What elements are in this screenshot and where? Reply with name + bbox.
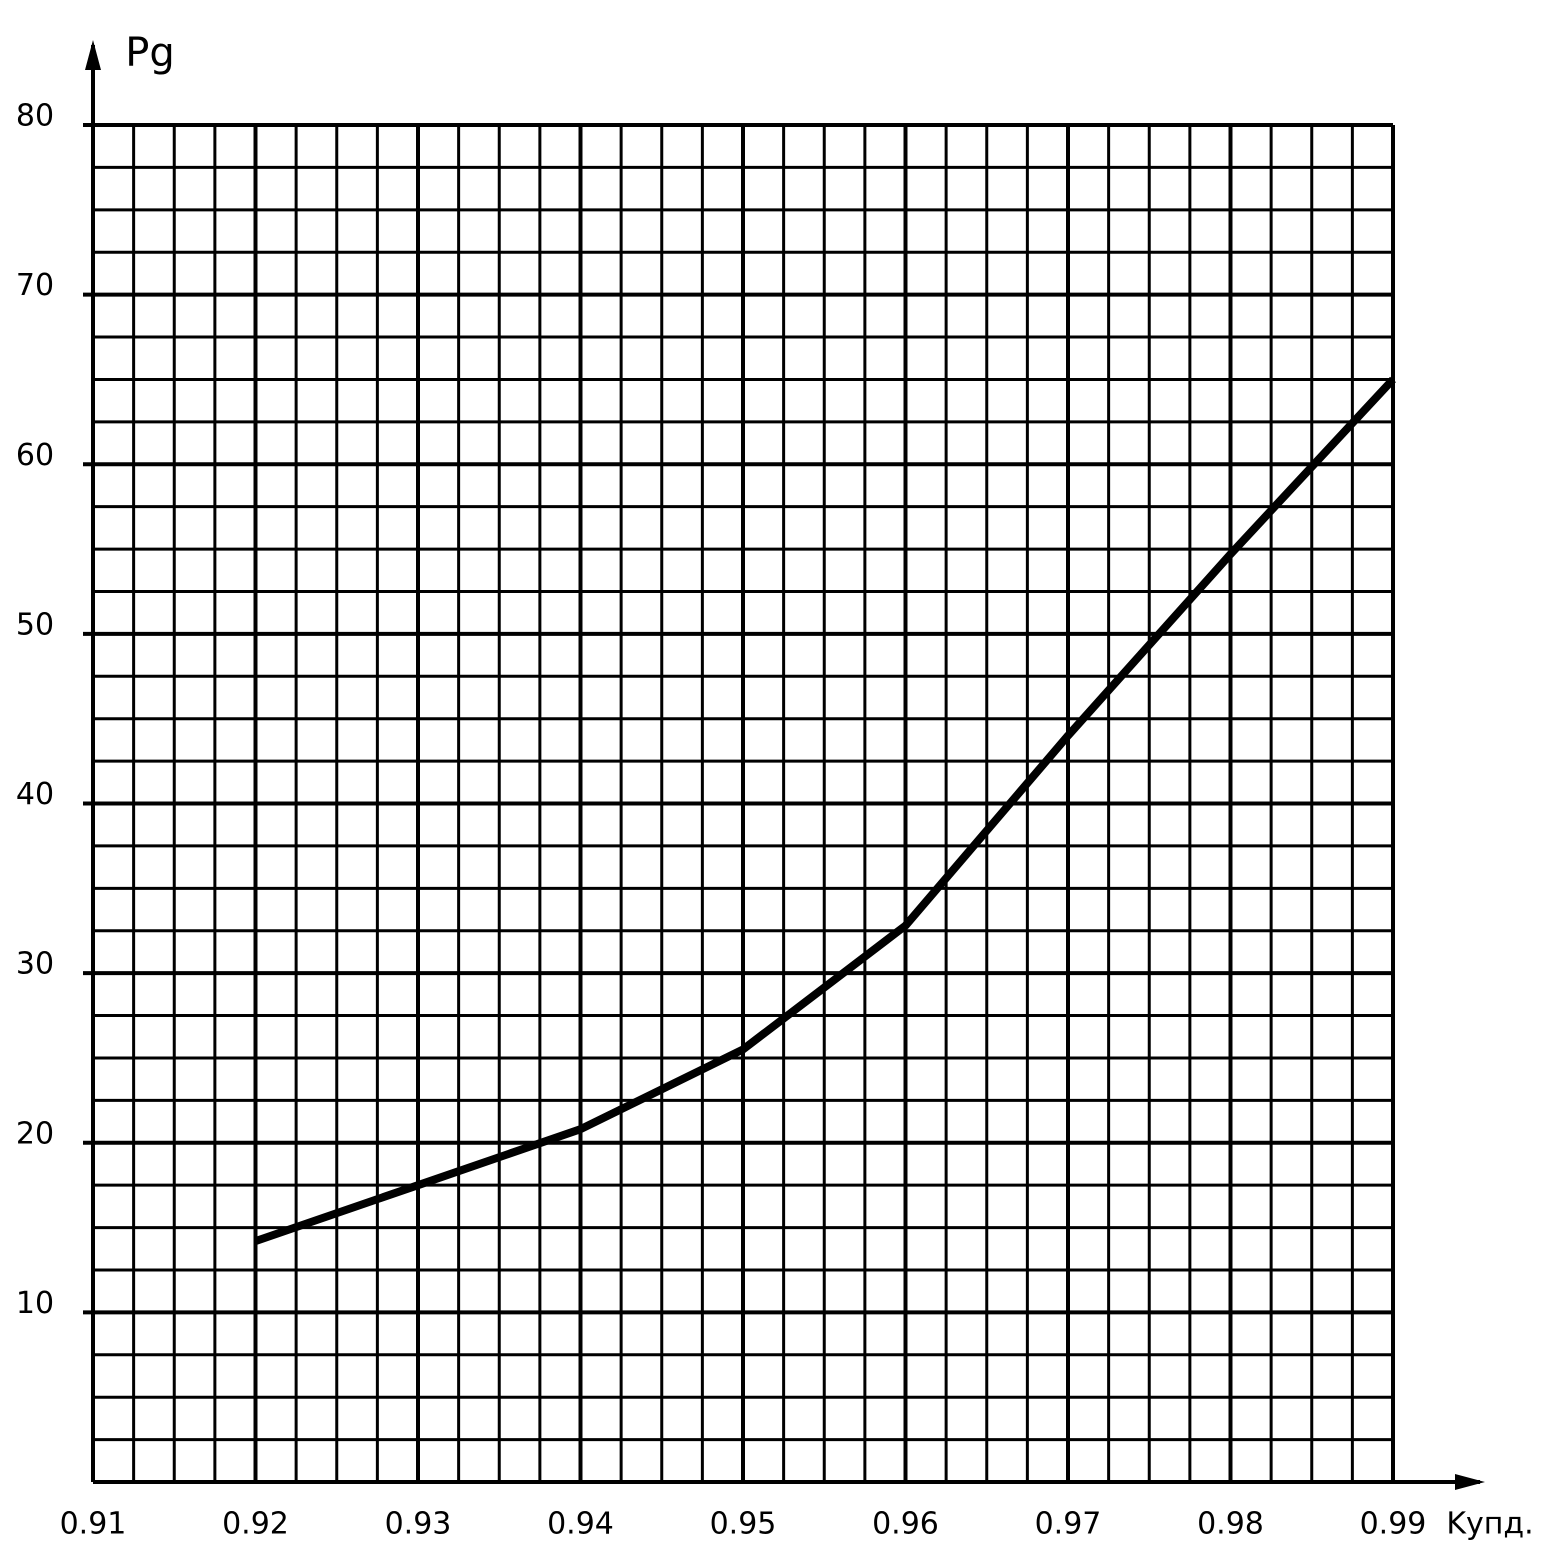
- x-tick-label: 0.96: [872, 1507, 939, 1542]
- x-tick-label: 0.95: [710, 1507, 777, 1542]
- y-tick-label: 50: [16, 607, 54, 642]
- y-tick-label: 70: [16, 268, 54, 303]
- y-tick-label: 80: [16, 99, 54, 134]
- x-tick-label: 0.98: [1197, 1507, 1264, 1542]
- y-axis-label: Pg: [125, 30, 175, 76]
- x-axis-label: Kупд.: [1446, 1507, 1533, 1542]
- y-arrow: [85, 40, 101, 70]
- x-tick-label: 0.97: [1035, 1507, 1102, 1542]
- x-tick-label: 0.93: [385, 1507, 452, 1542]
- x-arrow: [1455, 1474, 1485, 1490]
- y-tick-label: 60: [16, 438, 54, 473]
- y-tick-label: 30: [16, 947, 54, 982]
- x-tick-label: 0.92: [222, 1507, 289, 1542]
- y-tick-label: 20: [16, 1116, 54, 1151]
- x-tick-label: 0.94: [547, 1507, 614, 1542]
- y-tick-label: 40: [16, 777, 54, 812]
- y-tick-label: 10: [16, 1286, 54, 1321]
- x-tick-label: 0.99: [1360, 1507, 1427, 1542]
- x-tick-label: 0.91: [60, 1507, 127, 1542]
- data-line: [254, 376, 1396, 1245]
